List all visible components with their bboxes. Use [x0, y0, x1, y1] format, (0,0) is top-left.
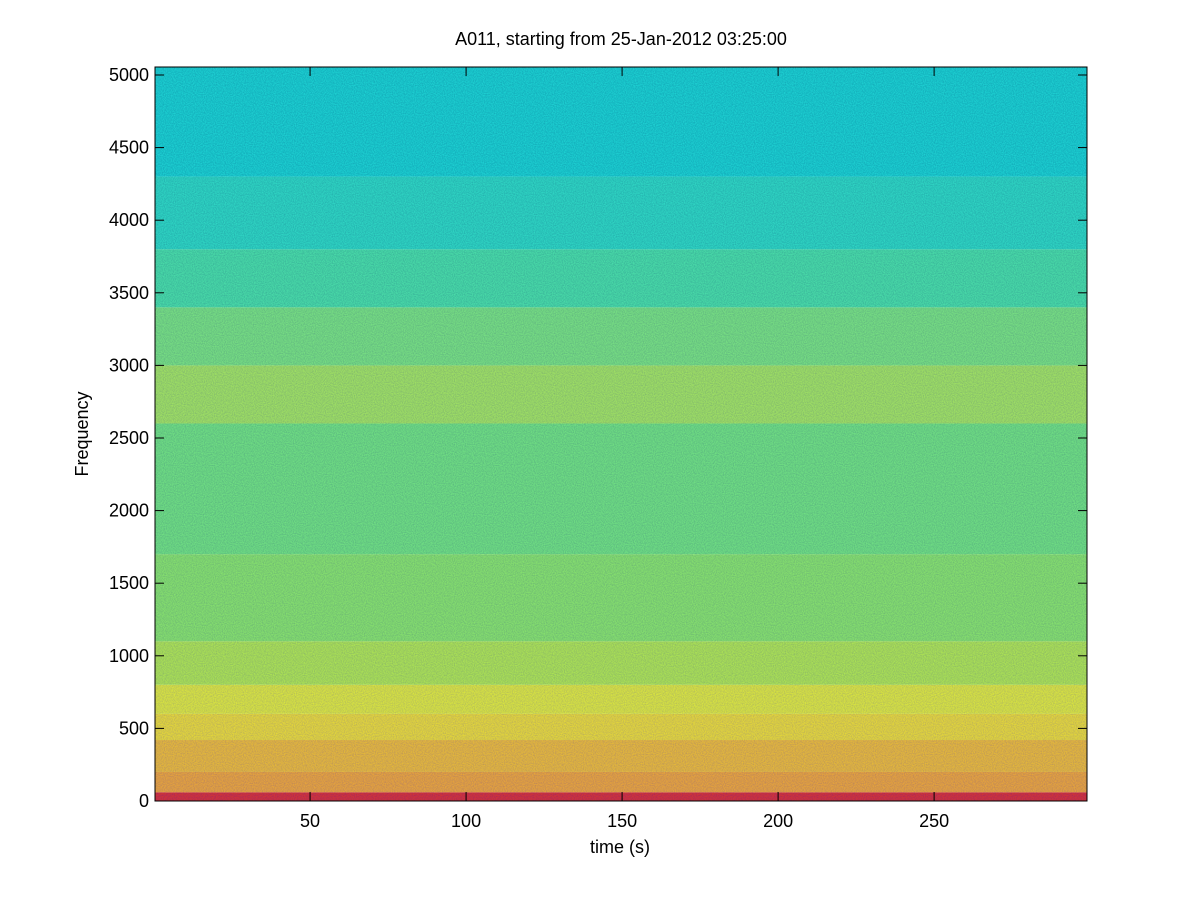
y-tick-label: 500 [119, 718, 149, 738]
chart-title: A011, starting from 25-Jan-2012 03:25:00 [455, 29, 787, 49]
x-tick-label: 100 [451, 811, 481, 831]
y-tick-label: 0 [139, 791, 149, 811]
y-tick-label: 5000 [109, 65, 149, 85]
y-tick-label: 2000 [109, 501, 149, 521]
x-tick-label: 200 [763, 811, 793, 831]
x-tick-label: 250 [919, 811, 949, 831]
spectrogram-image [155, 67, 1087, 801]
frequency-band [155, 307, 1087, 366]
y-tick-label: 3000 [109, 355, 149, 375]
frequency-band [155, 740, 1087, 772]
axes: 50 100 150 200 25005001000150020002500300035… [109, 65, 1088, 831]
y-tick-label: 4000 [109, 210, 149, 230]
y-tick-label: 4500 [109, 138, 149, 158]
frequency-band [155, 713, 1087, 741]
y-axis-label: Frequency [72, 391, 92, 476]
frequency-band [155, 792, 1087, 801]
frequency-band [155, 771, 1087, 793]
plot-frame [154, 66, 1088, 802]
y-tick-label: 2500 [109, 428, 149, 448]
frequency-band [155, 641, 1087, 685]
x-axis-label: time (s) [590, 837, 650, 857]
frequency-band [155, 554, 1087, 642]
frequency-band [155, 365, 1087, 424]
frequency-band [155, 67, 1087, 177]
x-tick-label: 150 [607, 811, 637, 831]
y-tick-label: 1500 [109, 573, 149, 593]
frequency-band [155, 423, 1087, 555]
y-tick-label: 1000 [109, 646, 149, 666]
frequency-band [155, 176, 1087, 250]
frequency-band [155, 249, 1087, 308]
frequency-band [155, 684, 1087, 714]
y-tick-label: 3500 [109, 283, 149, 303]
x-tick-label: 50 [300, 811, 320, 831]
